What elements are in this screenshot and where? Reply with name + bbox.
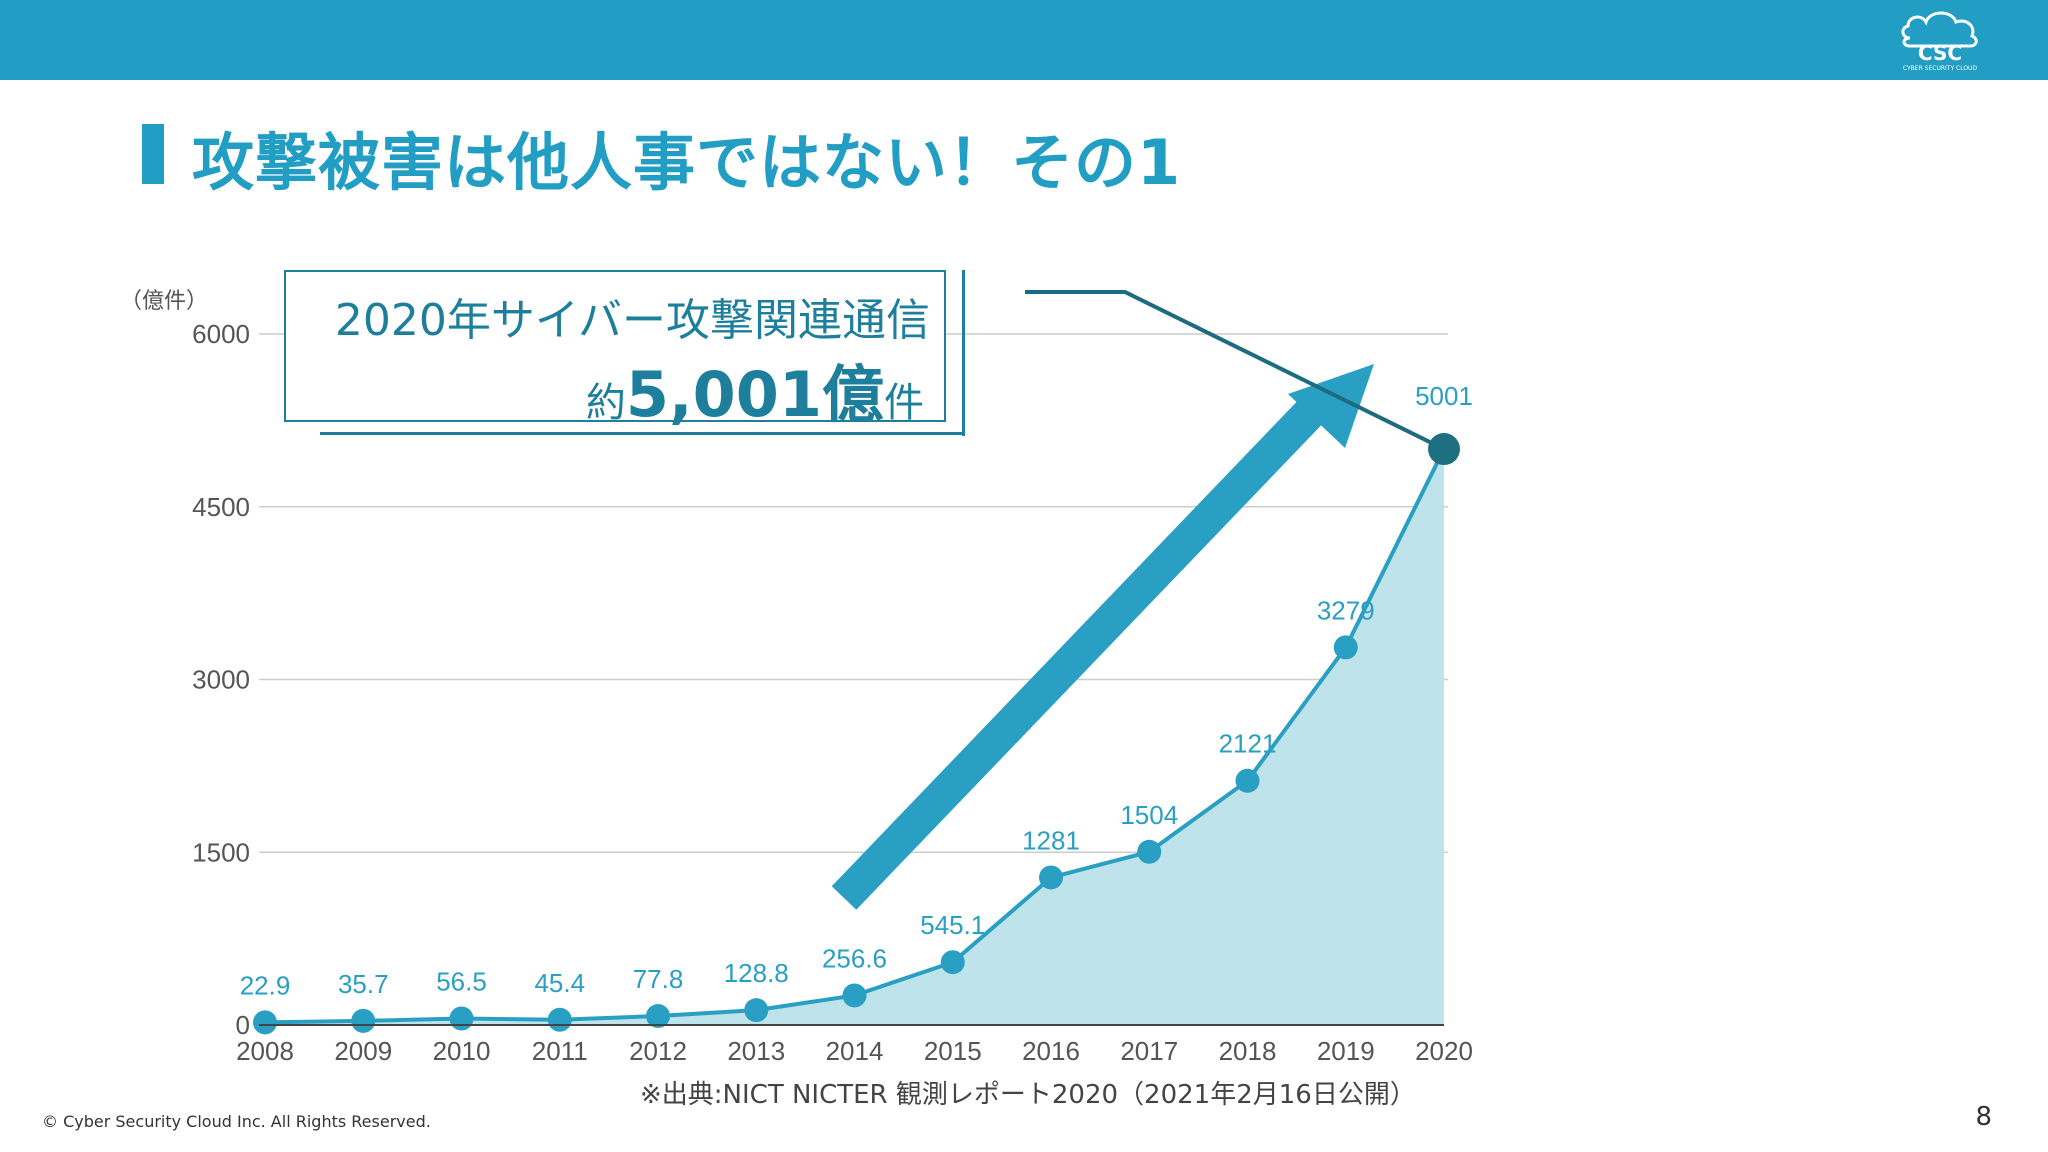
data-point-2015 <box>940 950 965 975</box>
x-tick-label-2019: 2019 <box>1317 1036 1375 1066</box>
callout-figure: 約5,001億件 <box>586 344 924 434</box>
y-tick-label-0: 0 <box>236 1010 250 1040</box>
x-tick-label-2010: 2010 <box>433 1036 491 1066</box>
callout-connector-line <box>1025 290 1445 451</box>
trend-arrow-head <box>1288 364 1374 448</box>
value-label-2016: 1281 <box>1022 825 1080 855</box>
value-label-2018: 2121 <box>1219 729 1277 759</box>
y-tick-label-1500: 1500 <box>192 837 250 867</box>
y-tick-label-3000: 3000 <box>192 665 250 695</box>
value-label-2009: 35.7 <box>338 969 389 999</box>
x-tick-label-2012: 2012 <box>629 1036 687 1066</box>
x-tick-label-2016: 2016 <box>1022 1036 1080 1066</box>
y-unit-label: （億件） <box>120 288 208 313</box>
data-point-2013 <box>744 998 769 1023</box>
callout-shadow-bottom <box>320 432 965 435</box>
value-label-2014: 256.6 <box>822 943 887 973</box>
callout-heading: 2020年サイバー攻撃関連通信 <box>334 295 930 346</box>
data-point-2008 <box>253 1010 277 1035</box>
data-point-2017 <box>1137 839 1162 864</box>
callout-shadow-right <box>962 270 965 436</box>
x-tick-label-2009: 2009 <box>334 1036 392 1066</box>
trend-arrow-shaft <box>831 390 1333 910</box>
value-label-2013: 128.8 <box>724 958 789 988</box>
callout-prefix: 約 <box>585 380 626 426</box>
copyright: © Cyber Security Cloud Inc. All Rights R… <box>42 1112 431 1131</box>
callout-suffix: 件 <box>884 380 924 426</box>
value-label-2020: 5001 <box>1415 381 1473 411</box>
data-point-2014 <box>842 983 867 1008</box>
x-tick-label-2013: 2013 <box>727 1036 785 1066</box>
csc-logo: CSC CYBER SECURITY CLOUD <box>1901 11 1978 72</box>
data-point-2020 <box>1428 433 1460 466</box>
data-point-2016 <box>1039 865 1063 890</box>
y-tick-label-6000: 6000 <box>192 319 250 349</box>
value-label-2011: 45.4 <box>534 968 585 998</box>
page-number: 8 <box>1975 1102 1992 1132</box>
area-layer <box>265 449 1444 1025</box>
x-tick-label-2008: 2008 <box>236 1036 294 1066</box>
label-layer: 22.9 35.7 56.5 45.4 77.8 128.8 256.6 545.1 1281 1… <box>240 381 1473 1000</box>
data-point-2009 <box>351 1008 376 1033</box>
data-point-2012 <box>646 1004 670 1029</box>
data-point-2010 <box>449 1006 474 1031</box>
y-tick-label-4500: 4500 <box>192 492 250 522</box>
logo-text: CSC <box>1918 41 1962 65</box>
x-tick-label-2014: 2014 <box>826 1036 884 1066</box>
callout-box: 2020年サイバー攻撃関連通信 約5,001億件 <box>284 270 946 431</box>
x-tick-label-2018: 2018 <box>1219 1036 1277 1066</box>
logo-subtext: CYBER SECURITY CLOUD <box>1903 65 1978 72</box>
callout-value: 5,001億 <box>625 358 884 431</box>
x-tick-label-2020: 2020 <box>1415 1036 1473 1066</box>
data-point-2019 <box>1333 635 1358 660</box>
data-point-2011 <box>547 1007 572 1032</box>
x-tick-label-2017: 2017 <box>1120 1036 1178 1066</box>
value-label-2012: 77.8 <box>633 964 684 994</box>
x-tick-label-2015: 2015 <box>924 1036 982 1066</box>
value-label-2010: 56.5 <box>436 966 487 996</box>
value-label-2015: 545.1 <box>920 910 985 940</box>
value-label-2008: 22.9 <box>240 970 291 1000</box>
value-label-2019: 3279 <box>1317 595 1375 625</box>
axis-layer: 0 1500 3000 4500 6000 （億件） 2008 2009 2010 2011 201… <box>120 288 1473 1066</box>
value-label-2017: 1504 <box>1120 800 1178 830</box>
top-bar: CSC CYBER SECURITY CLOUD <box>0 0 2048 80</box>
area-fill <box>265 449 1444 1025</box>
x-tick-label-2011: 2011 <box>532 1036 588 1066</box>
source-citation: ※出典:NICT NICTER 観測レポート2020（2021年2月16日公開） <box>640 1080 1416 1110</box>
trend-arrow-layer <box>831 364 1374 910</box>
title-marker <box>142 124 164 184</box>
data-point-2018 <box>1235 768 1260 793</box>
page-title: 攻撃被害は他人事ではない！その1 <box>192 126 1182 199</box>
